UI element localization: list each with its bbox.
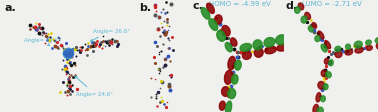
Ellipse shape: [376, 43, 378, 50]
Ellipse shape: [222, 26, 230, 37]
Ellipse shape: [301, 17, 307, 24]
Ellipse shape: [232, 75, 238, 84]
Ellipse shape: [325, 72, 331, 78]
Ellipse shape: [201, 9, 210, 20]
Ellipse shape: [321, 70, 327, 77]
Ellipse shape: [298, 4, 304, 11]
Ellipse shape: [265, 47, 276, 54]
Ellipse shape: [321, 45, 327, 53]
Ellipse shape: [318, 82, 324, 89]
Ellipse shape: [228, 89, 235, 99]
Text: Angle= 27.2°: Angle= 27.2°: [25, 38, 62, 46]
Ellipse shape: [335, 47, 341, 52]
Ellipse shape: [335, 52, 342, 58]
Ellipse shape: [228, 57, 235, 70]
Ellipse shape: [355, 48, 363, 54]
Ellipse shape: [375, 38, 378, 44]
Text: a.: a.: [4, 3, 16, 13]
Ellipse shape: [312, 23, 317, 29]
Text: Angle= 26.6°: Angle= 26.6°: [90, 29, 130, 42]
Ellipse shape: [329, 60, 333, 66]
Ellipse shape: [253, 40, 262, 50]
Ellipse shape: [207, 4, 214, 14]
Ellipse shape: [345, 45, 350, 50]
Text: Angle= 24.6°: Angle= 24.6°: [75, 76, 113, 97]
Ellipse shape: [318, 107, 323, 112]
Ellipse shape: [366, 46, 372, 51]
Ellipse shape: [325, 41, 331, 49]
Ellipse shape: [315, 36, 320, 42]
Ellipse shape: [240, 44, 251, 52]
Text: c.: c.: [193, 1, 204, 11]
Ellipse shape: [354, 42, 362, 49]
Text: d.: d.: [285, 1, 297, 11]
Ellipse shape: [254, 49, 263, 58]
Ellipse shape: [366, 41, 371, 45]
Ellipse shape: [313, 104, 319, 112]
Ellipse shape: [277, 45, 288, 52]
Ellipse shape: [345, 50, 353, 55]
Ellipse shape: [242, 52, 251, 60]
Ellipse shape: [316, 93, 321, 102]
Ellipse shape: [226, 101, 232, 112]
Ellipse shape: [323, 84, 328, 90]
Ellipse shape: [305, 13, 310, 20]
Ellipse shape: [222, 87, 229, 96]
Ellipse shape: [209, 20, 218, 31]
Ellipse shape: [217, 31, 225, 42]
Ellipse shape: [219, 101, 225, 110]
Text: LUMO = -2.71 eV: LUMO = -2.71 eV: [302, 1, 362, 7]
Ellipse shape: [294, 8, 300, 14]
Ellipse shape: [276, 36, 287, 45]
Ellipse shape: [214, 16, 222, 25]
Ellipse shape: [235, 61, 241, 71]
Ellipse shape: [308, 27, 313, 33]
Ellipse shape: [231, 39, 237, 47]
Ellipse shape: [264, 38, 275, 48]
Ellipse shape: [225, 71, 233, 85]
Ellipse shape: [318, 32, 324, 40]
Text: b.: b.: [139, 3, 151, 13]
Ellipse shape: [225, 43, 232, 52]
Text: HOMO = -4.99 eV: HOMO = -4.99 eV: [209, 1, 271, 7]
Ellipse shape: [321, 96, 325, 102]
Ellipse shape: [324, 59, 328, 65]
